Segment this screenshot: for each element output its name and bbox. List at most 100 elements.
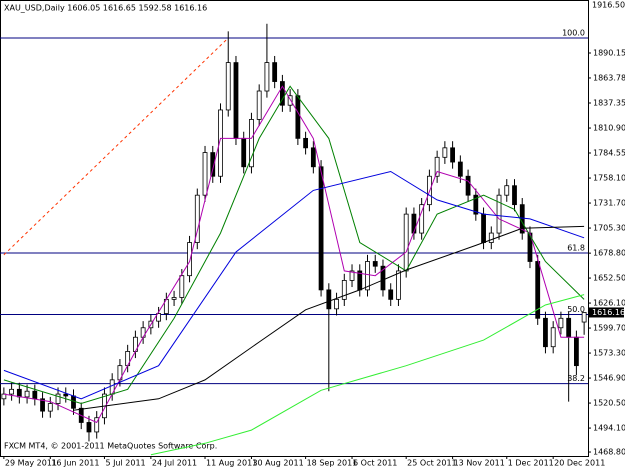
candle-body: [543, 317, 548, 348]
candle-body: [187, 242, 192, 277]
x-tick-label: 11 Aug 2011: [206, 459, 257, 468]
candle-body: [179, 275, 185, 298]
candle-body: [434, 156, 440, 177]
candle-body: [256, 90, 262, 120]
x-tick-label: 24 Jul 2011: [152, 459, 197, 468]
candle-body: [581, 312, 587, 323]
candle-body: [16, 388, 22, 398]
x-tick-label: 16 Jun 2011: [51, 459, 99, 468]
current-price-box: [589, 307, 624, 318]
candle-body: [225, 62, 231, 111]
y-tick-label: 1573.30: [593, 349, 625, 358]
candle-body: [558, 317, 564, 329]
candle-body: [481, 213, 486, 243]
y-tick-label: 1758.10: [593, 174, 625, 183]
candle-body: [171, 297, 177, 300]
ma-line: [73, 225, 585, 411]
ma-line: [3, 170, 585, 400]
candle-body: [218, 109, 223, 177]
candle-body: [450, 147, 456, 163]
x-tick-label: 30 Aug 2011: [252, 459, 303, 468]
y-tick-label: 1837.35: [593, 98, 625, 107]
ma-line: [150, 294, 585, 456]
candle-body: [573, 336, 579, 367]
candle-body: [550, 327, 556, 348]
candle-body: [349, 270, 355, 281]
level-label: 61.8: [567, 243, 585, 252]
candle-body: [287, 95, 293, 106]
candle-body: [496, 194, 502, 234]
candle-body: [194, 194, 200, 243]
x-tick-label: 18 Sep 2011: [307, 459, 358, 468]
candle-body: [47, 403, 53, 412]
x-tick-label: 1 Dec 2011: [508, 459, 554, 468]
x-tick-label: 29 May 2011: [5, 459, 57, 468]
x-tick-label: 13 Nov 2011: [454, 459, 505, 468]
y-tick-label: 1652.50: [593, 274, 625, 283]
y-tick-label: 1468.80: [593, 448, 625, 457]
footer: FXCM MT4, © 2001-2011 MetaQuotes Softwar…: [4, 442, 217, 451]
ma-line: [3, 85, 585, 424]
candle-body: [86, 422, 92, 433]
candle-body: [63, 393, 69, 397]
candle-body: [388, 289, 394, 300]
candle-body: [295, 95, 301, 139]
candle-body: [396, 270, 401, 300]
y-tick-label: 1863.78: [593, 73, 625, 82]
candle-body: [473, 194, 479, 215]
candle-body: [334, 298, 339, 310]
candle-body: [318, 166, 324, 291]
candle-body: [156, 313, 162, 322]
candle-body: [442, 147, 448, 158]
candle-body: [465, 175, 471, 196]
candle-body: [249, 119, 254, 168]
candle-body: [535, 261, 541, 319]
candle-body: [403, 213, 409, 272]
candle-body: [40, 398, 45, 412]
candle-body: [202, 152, 208, 196]
candle-body: [210, 152, 216, 177]
candle-body: [32, 390, 38, 400]
candle-body: [411, 213, 417, 234]
candle-body: [1, 393, 7, 400]
level-label: 38.2: [567, 374, 585, 383]
x-tick-label: 5 Jul 2011: [105, 459, 145, 468]
current-price-label: 1616.16: [592, 308, 625, 317]
candle-body: [310, 147, 316, 168]
candle-body: [365, 261, 370, 291]
y-tick-label: 1546.90: [593, 374, 625, 383]
candle-body: [372, 261, 378, 267]
trendline: [3, 37, 229, 256]
y-tick-label: 1784.55: [593, 148, 625, 157]
candle-body: [303, 137, 309, 149]
y-tick-label: 1678.80: [593, 249, 625, 258]
y-tick-label: 1599.70: [593, 324, 625, 333]
candle-body: [272, 62, 278, 82]
candle-body: [279, 81, 285, 106]
candle-body: [457, 161, 463, 177]
candle-body: [233, 62, 239, 139]
candle-body: [488, 232, 494, 243]
y-tick-label: 1810.90: [593, 124, 625, 133]
ma-line: [3, 85, 585, 405]
y-tick-label: 1705.30: [593, 224, 625, 233]
chart-title: XAU_USD,Daily 1606.05 1616.65 1592.58 16…: [4, 4, 207, 13]
x-tick-label: 6 Oct 2011: [353, 459, 397, 468]
candle-body: [264, 62, 270, 92]
candle-body: [341, 280, 347, 300]
x-tick-label: 20 Dec 2011: [554, 459, 605, 468]
candle-body: [419, 204, 425, 234]
candle-body: [512, 185, 517, 206]
candle-body: [566, 317, 572, 338]
level-label: 50.0: [567, 305, 585, 314]
level-label: 100.0: [562, 28, 585, 37]
y-tick-label: 1626.10: [593, 299, 625, 308]
candle-body: [71, 395, 76, 409]
top-price-label: 1916.50: [592, 1, 625, 10]
x-tick-label: 25 Oct 2011: [407, 459, 456, 468]
y-tick-label: 1494.10: [593, 424, 625, 433]
candle-body: [241, 137, 247, 168]
y-tick-label: 1731.70: [593, 199, 625, 208]
candle-body: [55, 393, 61, 404]
